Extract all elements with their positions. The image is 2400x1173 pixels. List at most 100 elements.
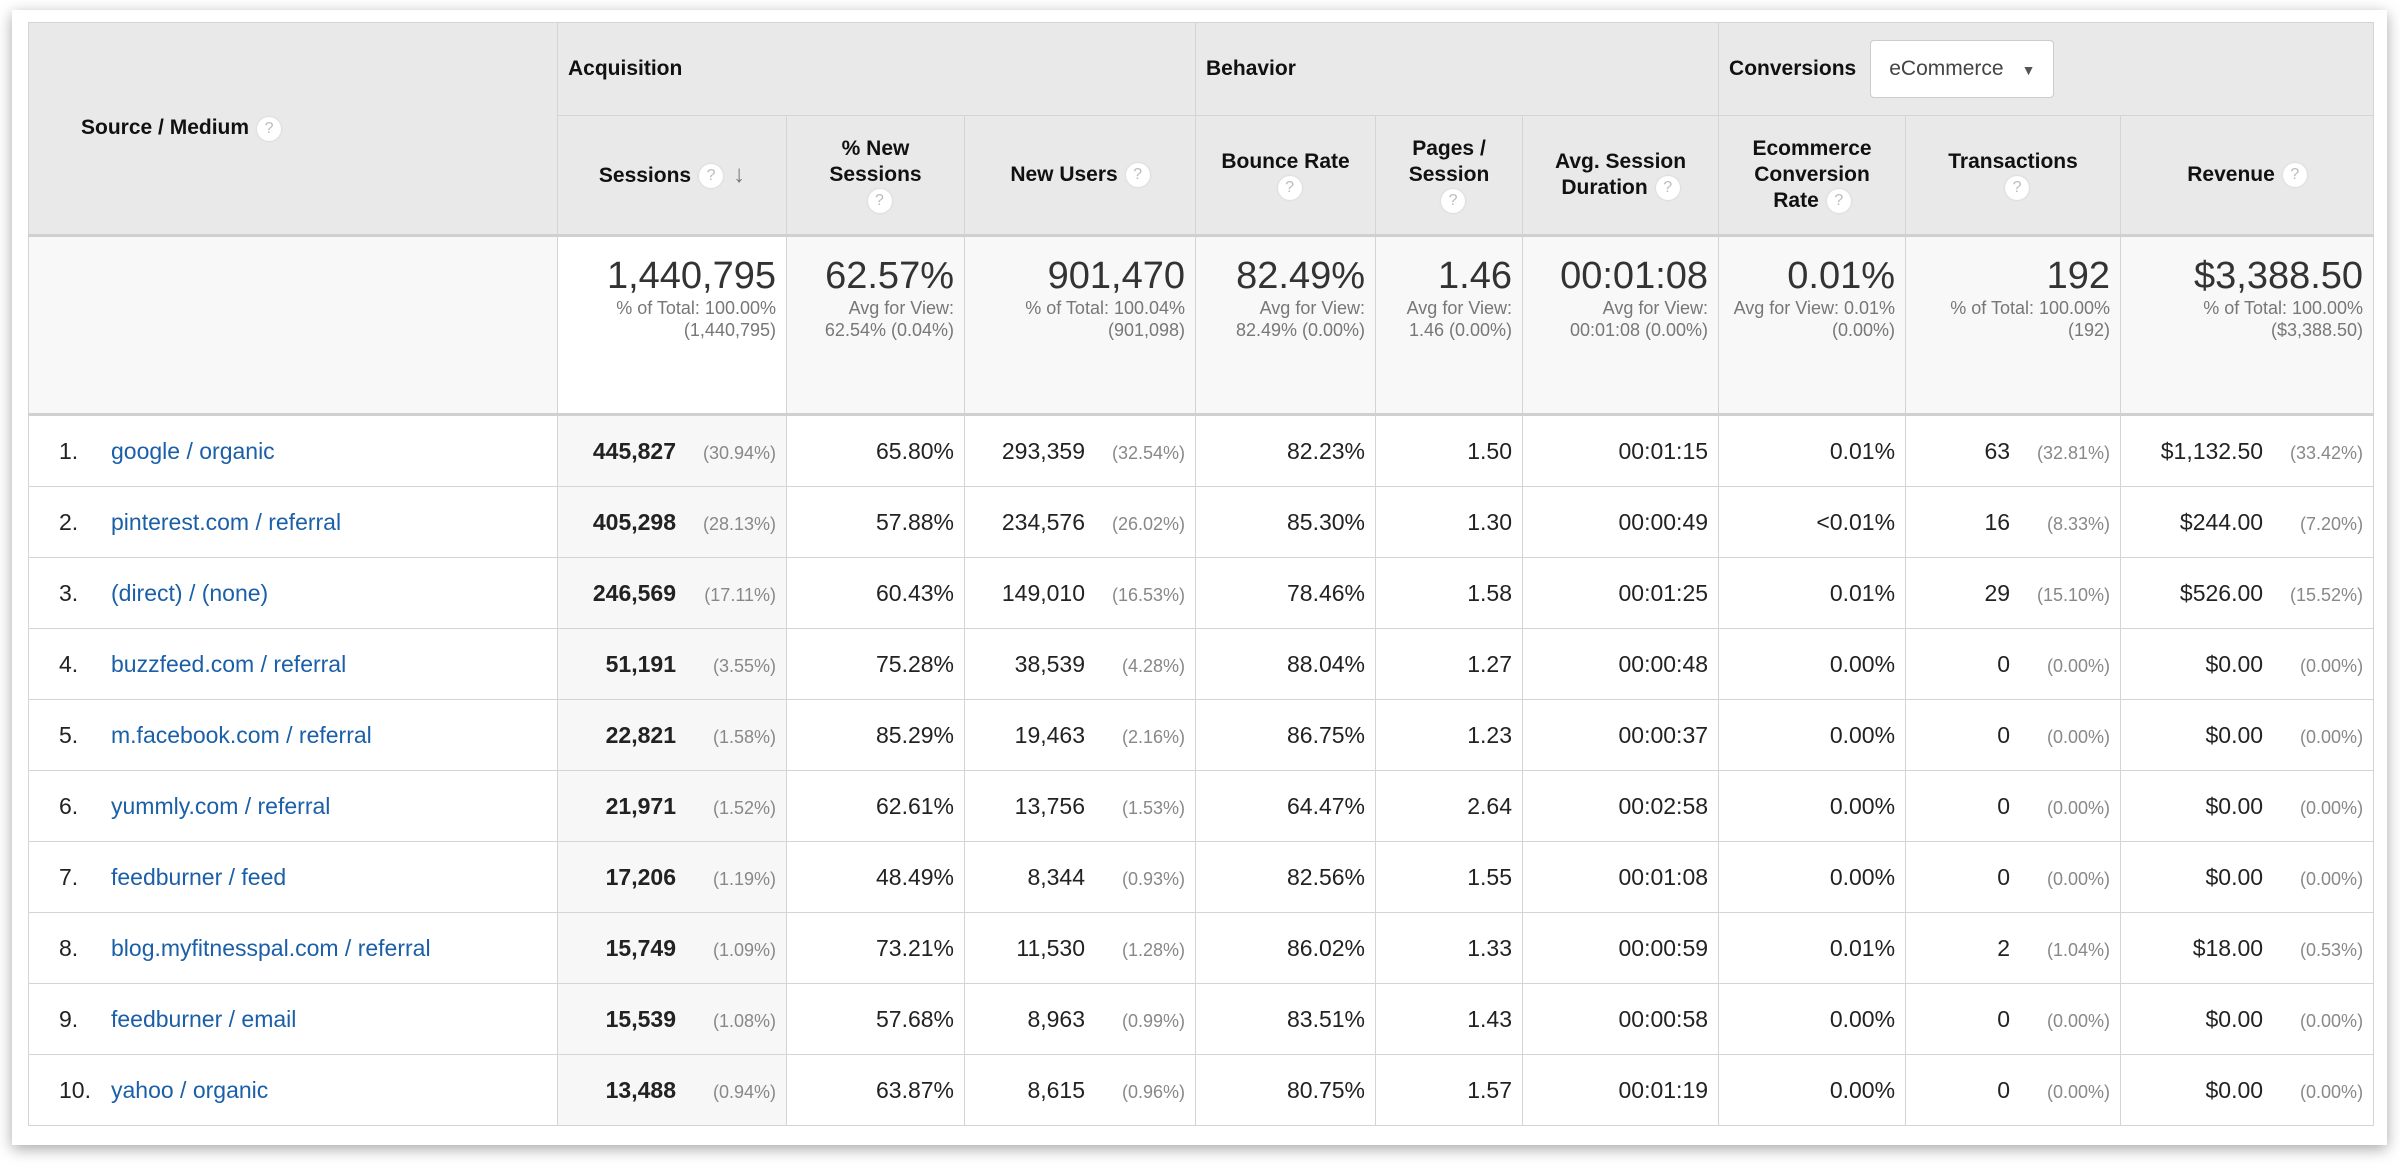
bounce-rate-cell: 78.46% — [1195, 557, 1377, 629]
ecr-cell: 0.00% — [1718, 1054, 1907, 1126]
sessions-cell: 51,191 (3.55%) — [557, 628, 787, 700]
sessions-percent: (1.09%) — [712, 939, 776, 960]
transactions-value: 2 — [1997, 934, 2011, 961]
duration-cell: 00:00:58 — [1522, 983, 1720, 1055]
row-number: 9. — [59, 1005, 79, 1032]
help-icon[interactable]: ? — [867, 189, 892, 214]
conversions-dropdown[interactable]: eCommerce ▼ — [1870, 40, 2055, 98]
help-icon[interactable]: ? — [1826, 189, 1851, 214]
source-medium-link[interactable]: feedburner / email — [111, 1005, 297, 1032]
duration-cell: 00:01:19 — [1522, 1054, 1720, 1126]
total-cell: 62.57% Avg for View: 62.54% (0.04%) — [786, 235, 965, 416]
table-row: 9. feedburner / email 15,539 (1.08%) 57.68% 8… — [28, 983, 2375, 1055]
new-users-value: 11,530 — [1016, 934, 1086, 961]
duration-value: 00:00:58 — [1618, 1005, 1709, 1032]
revenue-cell: $526.00 (15.52%) — [2120, 557, 2375, 629]
help-icon[interactable]: ? — [1277, 176, 1302, 201]
new-users-value: 8,344 — [1027, 863, 1086, 890]
help-icon[interactable]: ? — [1441, 189, 1466, 214]
col-new-users[interactable]: New Users? — [963, 115, 1197, 237]
col-ecommerce-conversion-rate[interactable]: Ecommerce Conversion Rate? — [1718, 115, 1907, 237]
col-bounce-rate[interactable]: Bounce Rate? — [1195, 115, 1377, 237]
transactions-cell: 63 (32.81%) — [1905, 414, 2122, 487]
sessions-percent: (28.13%) — [702, 513, 776, 534]
help-icon[interactable]: ? — [699, 163, 724, 188]
revenue-percent: (0.00%) — [2300, 1010, 2364, 1031]
col-pct-new-sessions[interactable]: % New Sessions? — [786, 115, 965, 237]
new-users-cell: 19,463 (2.16%) — [963, 699, 1197, 771]
group-conversions: Conversions eCommerce ▼ — [1718, 22, 2375, 116]
new-sessions-value: 57.88% — [875, 508, 954, 535]
source-medium-link[interactable]: yahoo / organic — [111, 1076, 269, 1103]
table-row: 10. yahoo / organic 13,488 (0.94%) 63.87% 8,6… — [28, 1054, 2375, 1126]
source-cell: 3. (direct) / (none) — [28, 557, 558, 629]
ecr-cell: 0.00% — [1718, 699, 1907, 771]
group-acquisition: Acquisition — [556, 22, 1197, 116]
help-icon[interactable]: ? — [257, 116, 282, 141]
new-sessions-value: 63.87% — [875, 1076, 954, 1103]
source-medium-link[interactable]: google / organic — [111, 437, 275, 464]
bounce-rate-cell: 85.30% — [1195, 486, 1377, 558]
ecr-value: 0.00% — [1829, 1005, 1896, 1032]
new-users-cell: 293,359 (32.54%) — [963, 414, 1197, 487]
source-medium-link[interactable]: yummly.com / referral — [111, 792, 331, 819]
total-sub: % of Total: 100.00% ($3,388.50) — [2203, 298, 2364, 340]
bounce-rate-cell: 80.75% — [1195, 1054, 1377, 1126]
col-sessions[interactable]: Sessions? ↓ — [557, 115, 787, 237]
new-sessions-value: 73.21% — [875, 934, 954, 961]
new-sessions-cell: 57.68% — [786, 983, 965, 1055]
duration-cell: 00:01:25 — [1522, 557, 1720, 629]
sessions-cell: 405,298 (28.13%) — [557, 486, 787, 558]
source-medium-link[interactable]: feedburner / feed — [111, 863, 287, 890]
total-cell: 1.46 Avg for View: 1.46 (0.00%) — [1375, 235, 1524, 416]
sessions-value: 17,206 — [605, 863, 676, 890]
sessions-percent: (1.58%) — [712, 726, 776, 747]
revenue-cell: $0.00 (0.00%) — [2120, 699, 2375, 771]
col-avg-session-duration[interactable]: Avg. Session Duration? — [1522, 115, 1720, 237]
sort-desc-icon[interactable]: ↓ — [733, 160, 746, 188]
transactions-cell: 0 (0.00%) — [1905, 770, 2122, 842]
totals-label-cell — [28, 235, 558, 416]
table-row: 3. (direct) / (none) 246,569 (17.11%) 60.43%… — [28, 557, 2375, 629]
group-behavior: Behavior — [1195, 22, 1720, 116]
help-icon[interactable]: ? — [2005, 176, 2030, 201]
source-medium-link[interactable]: (direct) / (none) — [111, 579, 269, 606]
col-pages-session[interactable]: Pages / Session? — [1375, 115, 1524, 237]
sessions-percent: (1.08%) — [712, 1010, 776, 1031]
total-sub: Avg for View: 0.01% (0.00%) — [1733, 298, 1896, 340]
total-cell: 901,470% of Total: 100.04% (901,098) — [963, 235, 1197, 416]
transactions-percent: (0.00%) — [2047, 1010, 2111, 1031]
col-transactions[interactable]: Transactions? — [1905, 115, 2122, 237]
sessions-value: 246,569 — [592, 579, 676, 606]
revenue-cell: $1,132.50 (33.42%) — [2120, 414, 2375, 487]
new-sessions-cell: 65.80% — [786, 414, 965, 487]
source-medium-link[interactable]: pinterest.com / referral — [111, 508, 342, 535]
col-revenue[interactable]: Revenue? — [2120, 115, 2375, 237]
new-sessions-cell: 63.87% — [786, 1054, 965, 1126]
new-users-cell: 8,963 (0.99%) — [963, 983, 1197, 1055]
bounce-rate-value: 88.04% — [1287, 650, 1366, 677]
pages-session-cell: 1.58 — [1375, 557, 1524, 629]
source-medium-link[interactable]: blog.myfitnesspal.com / referral — [111, 934, 431, 961]
col-source-medium[interactable]: Source / Medium? — [28, 22, 558, 237]
table-row: 4. buzzfeed.com / referral 51,191 (3.55%) 75… — [28, 628, 2375, 700]
source-medium-link[interactable]: m.facebook.com / referral — [111, 721, 372, 748]
sessions-value: 13,488 — [605, 1076, 676, 1103]
ecr-cell: 0.00% — [1718, 628, 1907, 700]
duration-value: 00:00:37 — [1618, 721, 1709, 748]
help-icon[interactable]: ? — [2282, 163, 2307, 188]
new-sessions-value: 48.49% — [875, 863, 954, 890]
bounce-rate-cell: 88.04% — [1195, 628, 1377, 700]
new-sessions-value: 65.80% — [875, 437, 954, 464]
source-medium-link[interactable]: buzzfeed.com / referral — [111, 650, 347, 677]
transactions-cell: 29 (15.10%) — [1905, 557, 2122, 629]
duration-cell: 00:01:15 — [1522, 414, 1720, 487]
revenue-percent: (0.53%) — [2300, 939, 2364, 960]
totals-row: 1,440,795% of Total: 100.00% (1,440,795)… — [28, 235, 2375, 416]
sessions-cell: 445,827 (30.94%) — [557, 414, 787, 487]
ecr-cell: 0.00% — [1718, 983, 1907, 1055]
help-icon[interactable]: ? — [1125, 163, 1150, 188]
revenue-value: $0.00 — [2205, 721, 2264, 748]
revenue-percent: (0.00%) — [2300, 655, 2364, 676]
help-icon[interactable]: ? — [1655, 176, 1680, 201]
